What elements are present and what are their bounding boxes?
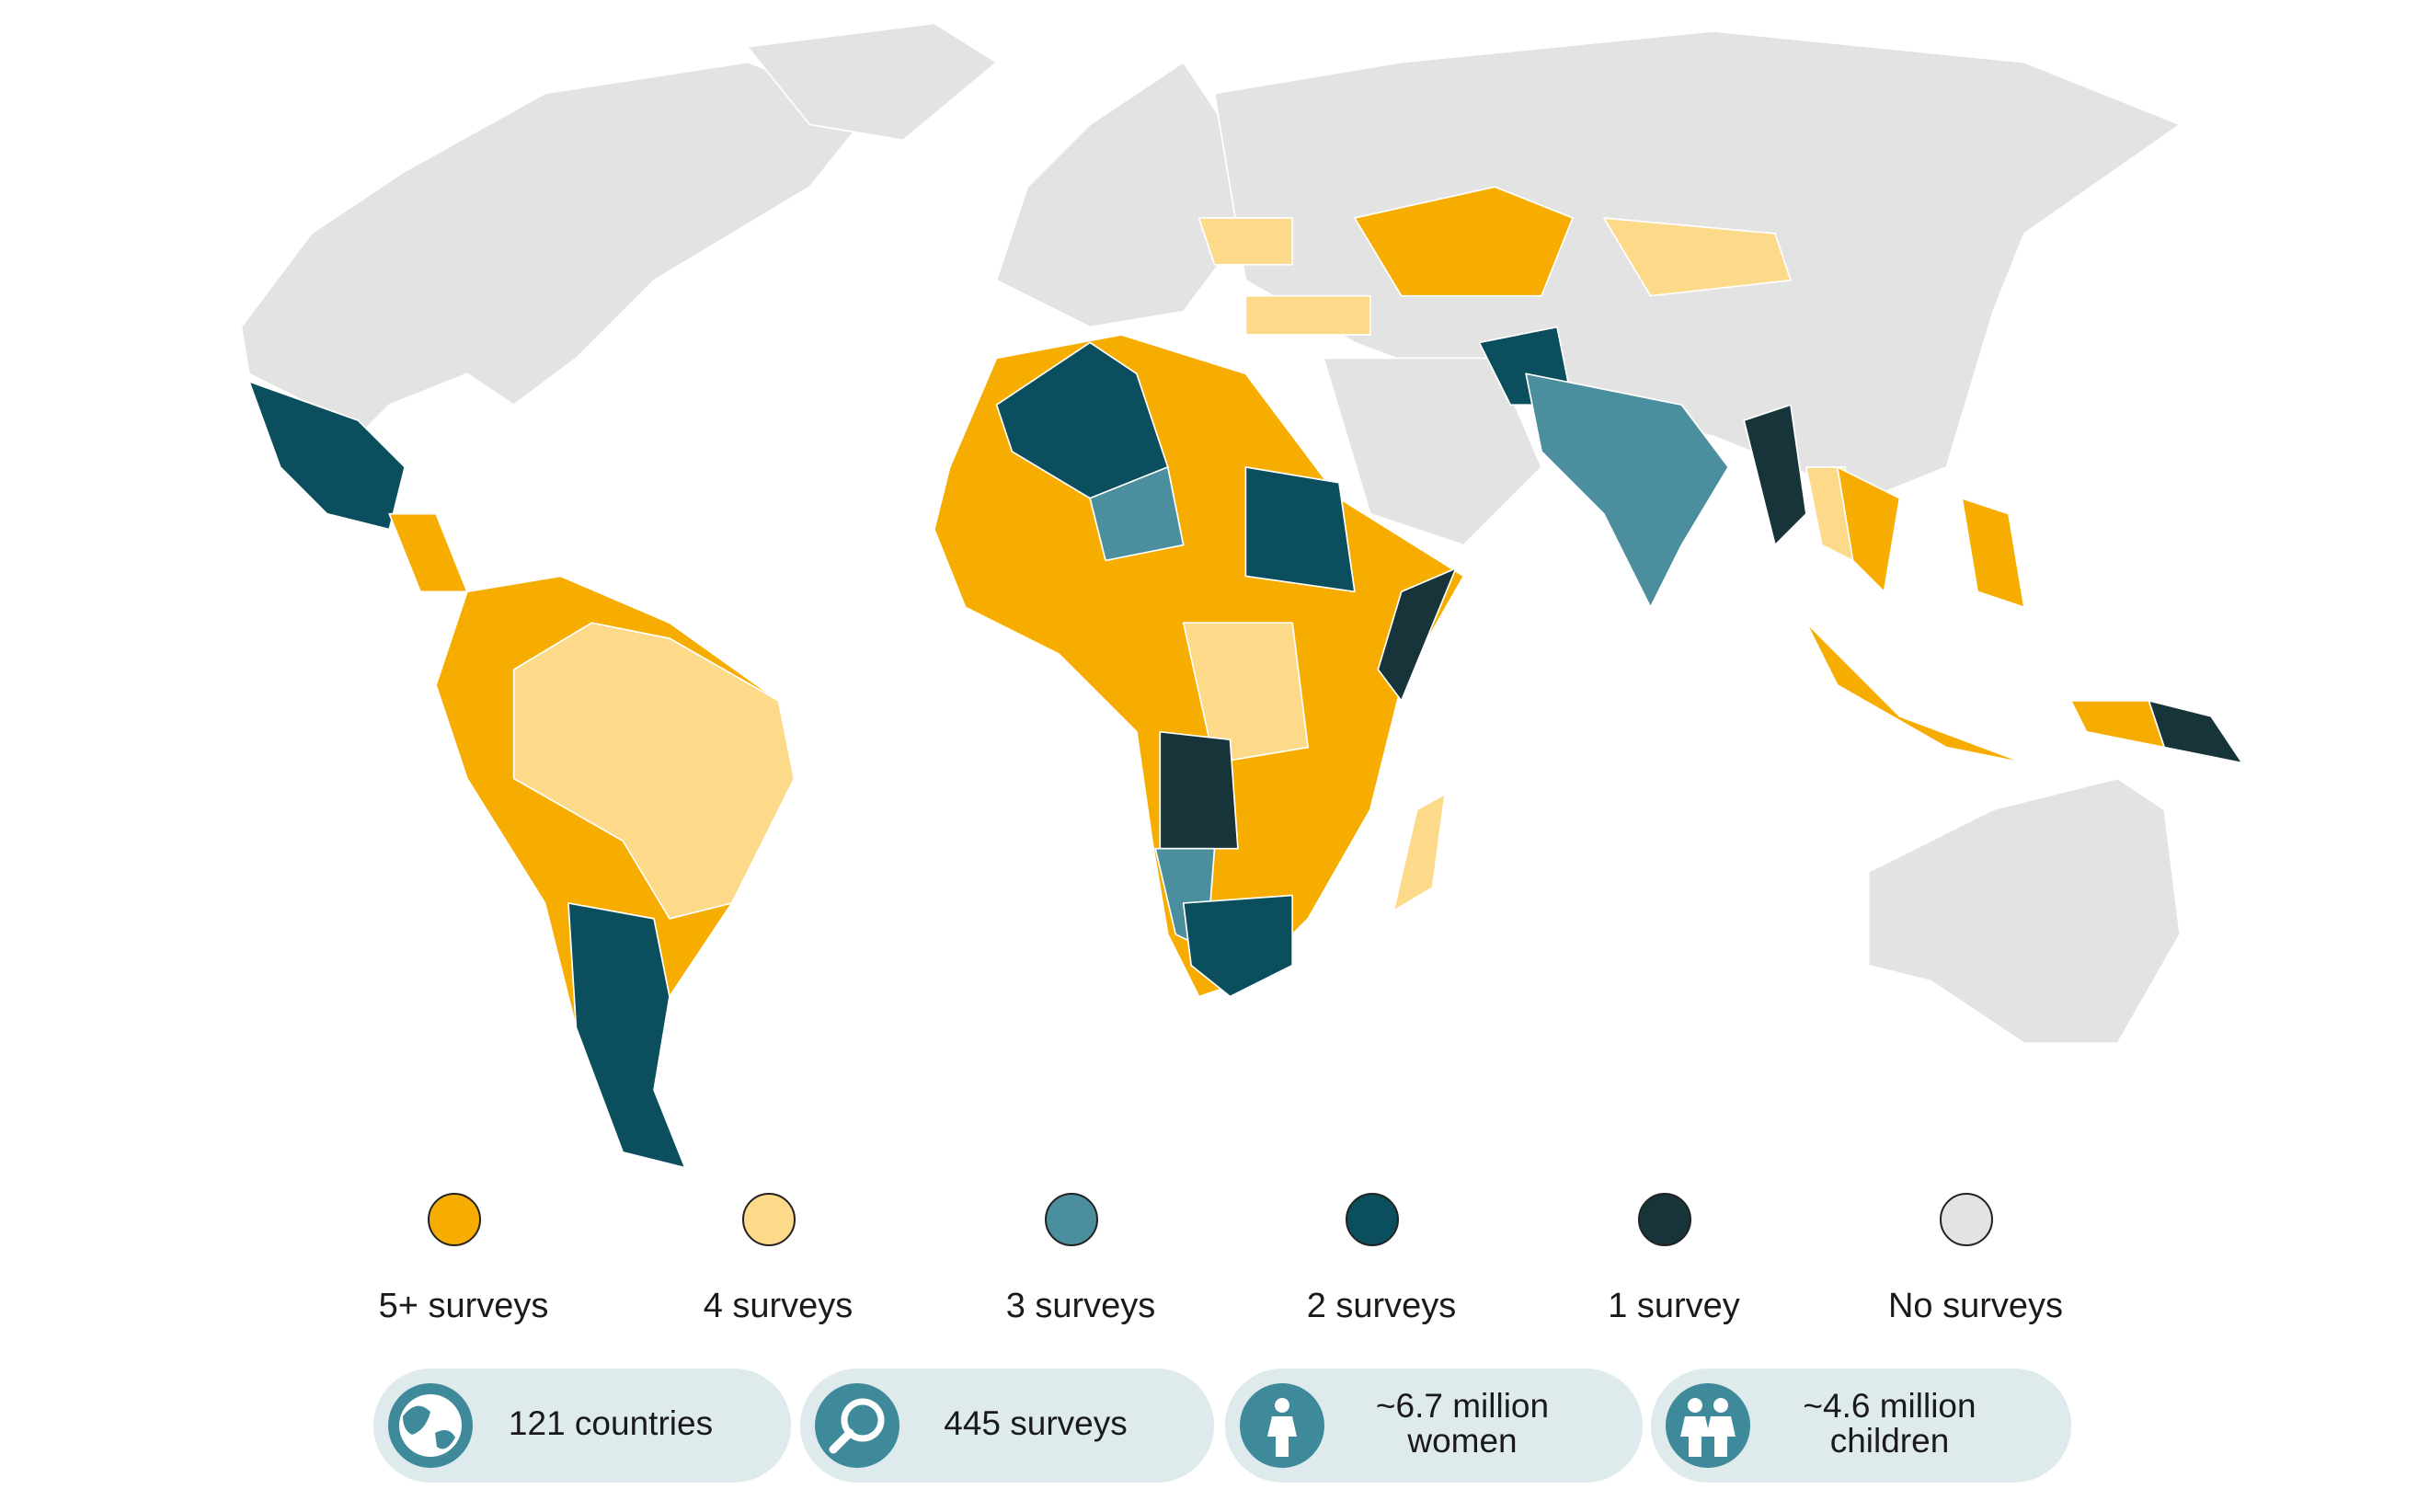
country	[1354, 186, 1574, 297]
country	[388, 512, 468, 593]
stat-text: 121 countries	[509, 1404, 713, 1442]
stat-text: women	[1406, 1422, 1517, 1460]
stat-text: ~4.6 million	[1803, 1387, 1976, 1425]
country	[567, 902, 686, 1169]
legend-swatch	[1045, 1193, 1098, 1246]
legend-label: 5+ surveys	[379, 1287, 549, 1325]
icon-head	[1275, 1398, 1289, 1413]
legend: 5+ surveys 4 surveys 3 surveys 2 surveys 1 s…	[379, 1193, 2063, 1325]
legend-swatch	[1940, 1193, 1993, 1246]
country	[1743, 404, 1807, 546]
country	[1159, 730, 1239, 850]
country	[248, 380, 407, 531]
country	[1377, 567, 1457, 702]
pill-bg	[800, 1369, 1214, 1483]
stat-text: 445 surveys	[944, 1404, 1128, 1442]
country	[512, 622, 796, 920]
legend-label: 1 survey	[1608, 1287, 1740, 1325]
legend-swatch	[742, 1193, 796, 1246]
country	[1323, 357, 1542, 546]
pill-bg	[373, 1369, 791, 1483]
icon-head	[1713, 1398, 1728, 1413]
country	[240, 61, 873, 437]
country	[746, 22, 998, 142]
country	[995, 61, 1247, 328]
country	[1961, 497, 2025, 609]
stat-text: ~6.7 million	[1376, 1387, 1549, 1425]
icon-land	[403, 1405, 455, 1449]
pill-bg	[1651, 1369, 2071, 1483]
icon-lens	[841, 1398, 885, 1442]
country	[1525, 372, 1730, 609]
stat-icon-bg	[815, 1383, 899, 1468]
country	[1602, 217, 1792, 297]
stat-pill: 121 countries	[373, 1369, 791, 1483]
country	[1244, 466, 1356, 593]
world-map	[240, 22, 2243, 1169]
legend-label: 4 surveys	[704, 1287, 854, 1325]
legend-label: No surveys	[1888, 1287, 2063, 1325]
country	[1867, 777, 2182, 1045]
stat-text: children	[1830, 1422, 1950, 1460]
stat-pill: 445 surveys	[800, 1369, 1214, 1483]
stats: 121 countries 445 surveys ~6.7 millionwome…	[373, 1369, 2071, 1483]
icon-body	[1706, 1416, 1736, 1457]
icon-body	[1267, 1416, 1297, 1457]
country	[1244, 294, 1371, 336]
country	[1392, 793, 1446, 912]
country	[1089, 466, 1185, 562]
pill-bg	[1225, 1369, 1643, 1483]
legend-label: 2 surveys	[1307, 1287, 1457, 1325]
country	[1182, 894, 1294, 998]
country	[1197, 217, 1294, 266]
legend-label: 3 surveys	[1006, 1287, 1156, 1325]
icon-handle	[829, 1428, 854, 1454]
icon-head	[1688, 1398, 1702, 1413]
legend-swatch	[1346, 1193, 1399, 1246]
country	[1182, 622, 1309, 764]
stat-icon-bg	[1666, 1383, 1750, 1468]
country	[2148, 700, 2243, 764]
icon-body	[1680, 1416, 1710, 1457]
legend-swatch	[1638, 1193, 1691, 1246]
country	[1836, 466, 1901, 593]
country	[1805, 622, 2025, 764]
legend-swatch	[428, 1193, 481, 1246]
